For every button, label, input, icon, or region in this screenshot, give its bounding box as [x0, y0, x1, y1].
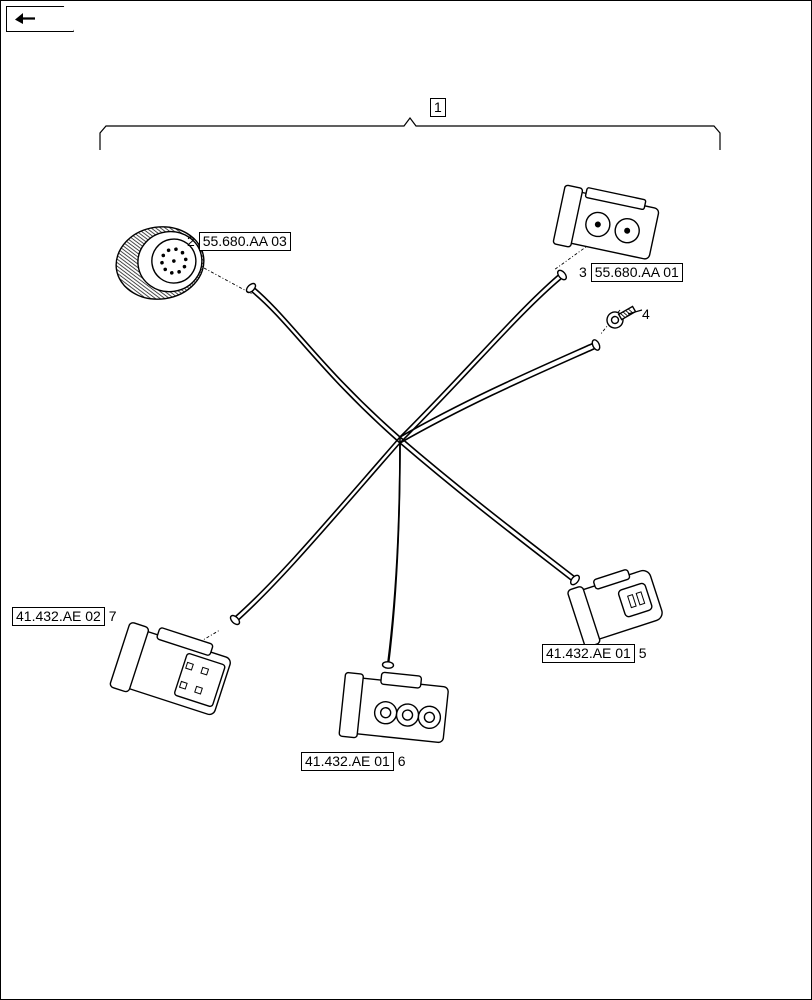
callout-1: 1	[430, 98, 446, 117]
label-plug-bl: 41.432.AE 02 7	[12, 607, 117, 626]
label-three-plug: 41.432.AE 01 6	[301, 752, 406, 771]
num-4: 4	[642, 306, 650, 322]
num-7: 7	[109, 608, 117, 624]
num-2: 2	[187, 233, 195, 249]
label-plug-br: 41.432.AE 01 5	[542, 644, 647, 663]
num-6: 6	[398, 753, 406, 769]
num-3: 3	[579, 264, 587, 280]
ref-7: 41.432.AE 02	[12, 607, 105, 626]
label-rect-connector-tr: 3 55.680.AA 01	[579, 263, 683, 282]
ref-3: 55.680.AA 01	[591, 263, 683, 282]
callout-1-box: 1	[430, 98, 446, 117]
harness-diagram	[0, 0, 812, 1000]
ref-5: 41.432.AE 01	[542, 644, 635, 663]
num-5: 5	[639, 645, 647, 661]
ref-6: 41.432.AE 01	[301, 752, 394, 771]
label-eyelet: 4	[642, 306, 650, 322]
label-round-connector: 2 55.680.AA 03	[187, 232, 291, 251]
ref-2: 55.680.AA 03	[199, 232, 291, 251]
